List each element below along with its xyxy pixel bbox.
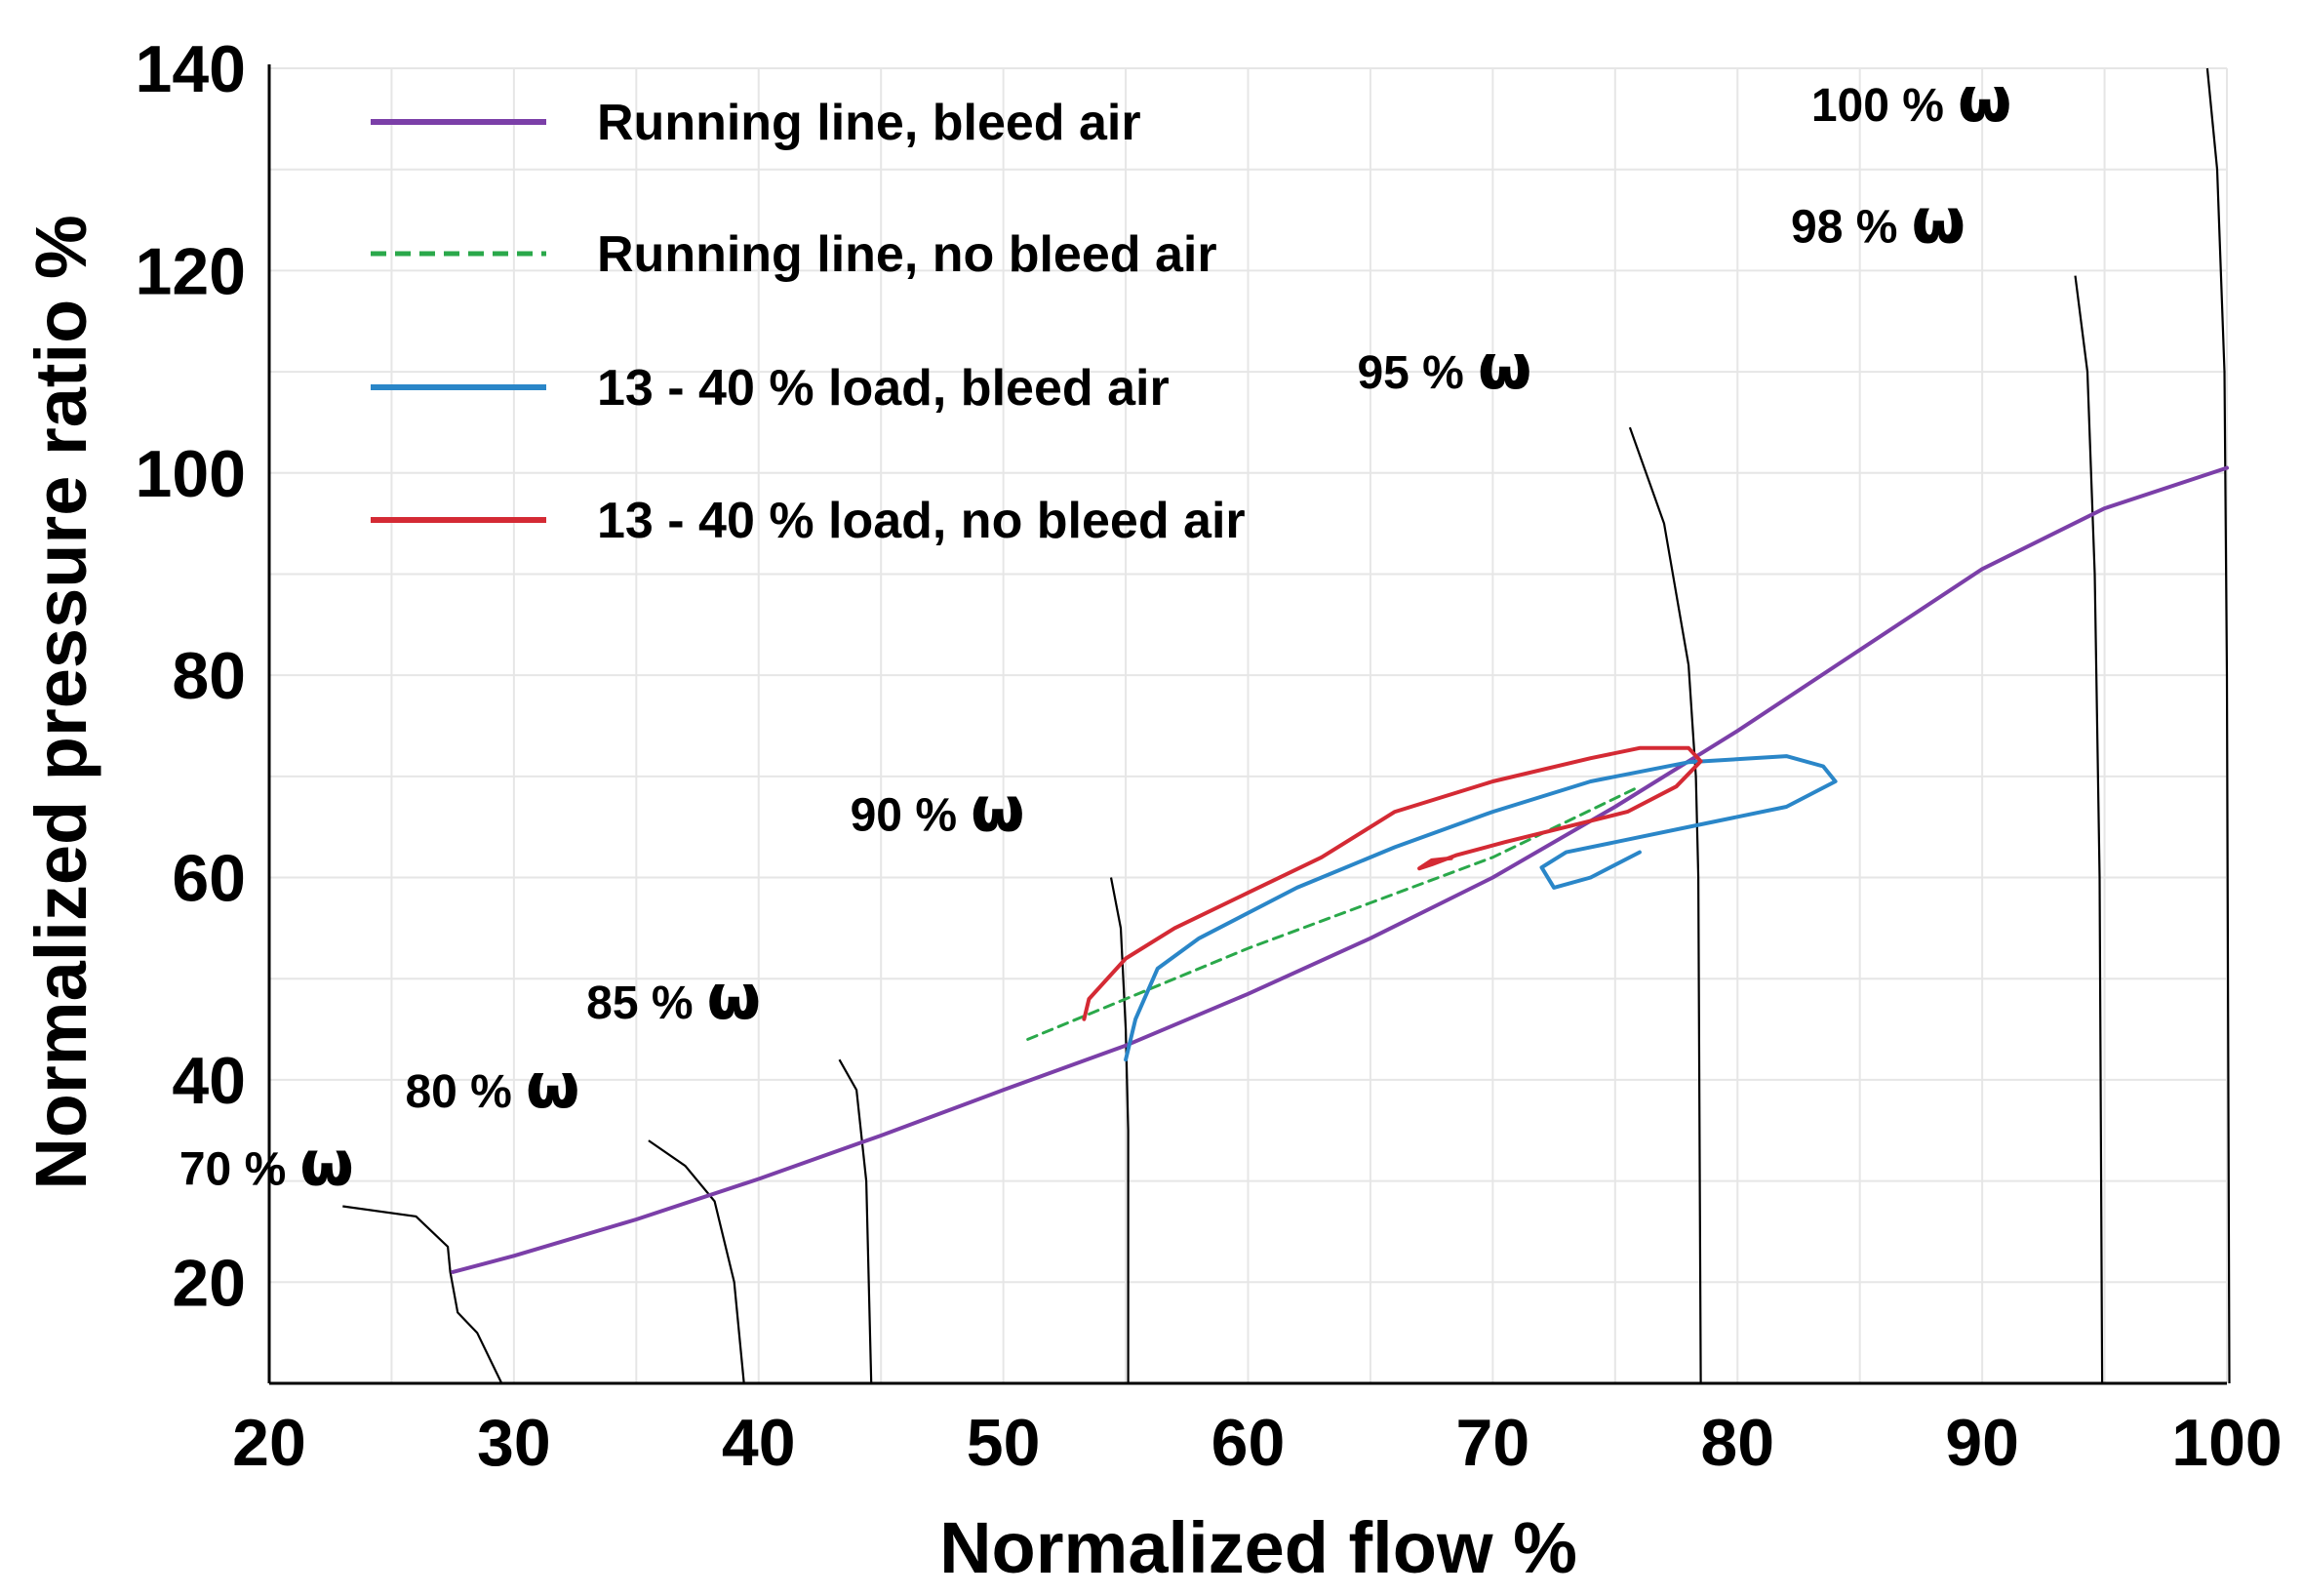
series-line	[451, 465, 2229, 1274]
omega-symbol: ω	[1911, 186, 1965, 259]
grid	[269, 67, 2228, 1383]
speed-label: 98 %	[1791, 202, 1897, 254]
speed-line	[1628, 426, 1702, 1384]
speed-label: 85 %	[586, 978, 693, 1029]
x-tick-label: 70	[1456, 1406, 1530, 1480]
legend-label: 13 - 40 % load, no bleed air	[597, 493, 1246, 549]
speed-line	[2074, 275, 2104, 1384]
speed-line	[2205, 67, 2231, 1384]
speed-label: 100 %	[1811, 80, 1944, 132]
omega-symbol: ω	[971, 775, 1025, 847]
omega-symbol: ω	[707, 962, 762, 1034]
speed-label: 80 %	[405, 1066, 511, 1118]
speed-lines	[342, 67, 2231, 1384]
x-axis-label: Normalized flow %	[939, 1507, 1577, 1588]
x-tick-labels: 20 30 40 50 60 70 80 90 100	[232, 1406, 2283, 1480]
x-tick-label: 20	[232, 1406, 306, 1480]
series-line	[1082, 745, 1703, 1021]
series-line	[1026, 784, 1642, 1041]
series-line	[1124, 754, 1838, 1062]
y-tick-label: 140	[136, 32, 246, 106]
y-tick-label: 120	[136, 234, 246, 308]
legend: Running line, bleed air Running line, no …	[371, 95, 1246, 549]
omega-symbol: ω	[526, 1051, 580, 1123]
speed-line	[838, 1058, 873, 1384]
axes	[267, 64, 2227, 1385]
speed-label: 90 %	[851, 790, 957, 842]
x-tick-label: 100	[2171, 1406, 2282, 1480]
y-tick-label: 80	[172, 639, 246, 713]
x-tick-label: 60	[1211, 1406, 1286, 1480]
y-tick-labels: 20 40 60 80 100 120 140	[136, 32, 246, 1320]
y-tick-label: 20	[172, 1246, 246, 1320]
legend-label: 13 - 40 % load, bleed air	[597, 360, 1170, 417]
x-tick-label: 50	[967, 1406, 1041, 1480]
legend-label: Running line, bleed air	[597, 95, 1141, 151]
omega-symbol: ω	[1958, 64, 2012, 137]
y-tick-label: 100	[136, 437, 246, 511]
omega-symbol: ω	[299, 1129, 354, 1201]
omega-symbol: ω	[1478, 332, 1532, 404]
x-tick-label: 90	[1945, 1406, 2019, 1480]
speed-line	[648, 1139, 745, 1384]
speed-label: 70 %	[179, 1144, 286, 1196]
series-lines	[451, 465, 2229, 1274]
y-axis-label: Normalized pressure ratio %	[20, 215, 101, 1189]
x-tick-label: 30	[477, 1406, 551, 1480]
speed-line	[342, 1205, 503, 1384]
y-tick-label: 40	[172, 1044, 246, 1118]
speed-line	[1109, 877, 1130, 1383]
y-tick-label: 60	[172, 842, 246, 916]
speed-label: 95 %	[1357, 347, 1463, 399]
legend-label: Running line, no bleed air	[597, 226, 1217, 283]
x-tick-label: 40	[722, 1406, 796, 1480]
x-tick-label: 80	[1700, 1406, 1774, 1480]
